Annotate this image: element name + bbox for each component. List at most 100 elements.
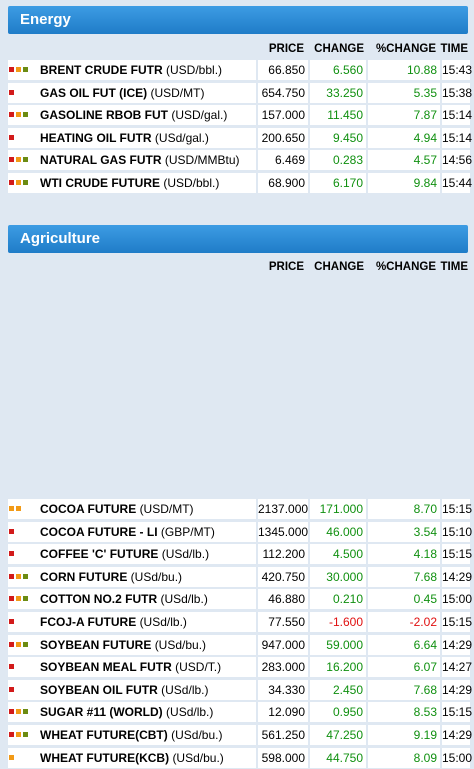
red-square-icon [9,134,14,140]
pct-change-cell: 7.68 [368,566,440,587]
commodity-name-cell: COTTON NO.2 FUTR (USd/lb.) [8,589,256,610]
table-row[interactable]: COCOA FUTURE - LI (GBP/MT) 1345.000 46.000… [8,521,472,544]
pct-change-cell: 9.84 [368,172,440,193]
red-square-icon [9,179,14,185]
price-cell: 2137.000 [258,499,308,519]
green-square-icon [23,573,28,579]
table-row[interactable]: GAS OIL FUT (ICE) (USD/MT) 654.750 33.250 5… [8,82,472,105]
red-square-icon [9,618,14,624]
commodity-name[interactable]: WHEAT FUTURE(CBT) [40,727,168,742]
table-row[interactable]: WHEAT FUTURE(CBT) (USd/bu.) 561.250 47.250… [8,724,472,747]
green-square-icon [23,641,28,647]
commodity-name[interactable]: COTTON NO.2 FUTR [40,592,158,607]
time-cell: 14:27 [442,657,472,678]
time-cell: 15:00 [442,747,472,768]
orange-square-icon [16,731,21,737]
commodity-name[interactable]: COCOA FUTURE - LI [40,524,158,539]
red-square-icon [9,112,14,118]
commodity-name[interactable]: SOYBEAN FUTURE [40,637,152,652]
pct-change-cell: 3.54 [368,521,440,542]
commodity-unit: (USD/T.) [175,660,222,675]
table-row[interactable]: NATURAL GAS FUTR (USD/MMBtu) 6.469 0.283 4.… [8,149,472,172]
commodity-unit: (USd/lb.) [166,705,214,720]
orange-square-icon [16,506,21,511]
change-column-header: CHANGE [314,261,364,273]
table-row[interactable]: COCOA FUTURE (USD/MT) 2137.000 171.000 8.70… [8,498,472,521]
red-square-icon [9,664,14,670]
table-row[interactable]: CORN FUTURE (USd/bu.) 420.750 30.000 7.68 14… [8,566,472,589]
energy-rows: BRENT CRUDE FUTR (USD/bbl.) 66.850 6.560 10… [8,59,472,195]
commodity-unit: (USd/lb.) [161,682,209,697]
commodity-unit: (USd/gal.) [154,130,209,145]
commodity-unit: (USD/bbl.) [163,175,220,190]
orange-square-icon [16,112,21,118]
change-cell: 2.450 [310,679,366,700]
commodity-name[interactable]: COCOA FUTURE [40,502,137,516]
price-cell: 46.880 [258,589,308,610]
commodity-unit: (USd/bu.) [172,750,224,765]
commodity-name[interactable]: BRENT CRUDE FUTR [40,63,163,77]
red-square-icon [9,528,14,534]
commodity-name[interactable]: SUGAR #11 (WORLD) [40,705,163,720]
red-square-icon [9,686,14,692]
time-column-header: TIME [440,43,468,55]
commodity-name[interactable]: WTI CRUDE FUTURE [40,175,160,190]
table-row[interactable]: COFFEE 'C' FUTURE (USd/lb.) 112.200 4.500 4… [8,543,472,566]
energy-column-headers: PRICE CHANGE %CHANGE TIME [8,41,470,59]
green-square-icon [23,157,28,163]
red-square-icon [9,596,14,602]
price-cell: 200.650 [258,127,308,148]
table-row[interactable]: SOYBEAN OIL FUTR (USd/lb.) 34.330 2.450 7.6… [8,679,472,702]
price-cell: 947.000 [258,634,308,655]
table-row[interactable]: WHEAT FUTURE(KCB) (USd/bu.) 598.000 44.750… [8,747,472,769]
commodity-name[interactable]: WHEAT FUTURE(KCB) [40,750,170,765]
table-row[interactable]: COTTON NO.2 FUTR (USd/lb.) 46.880 0.210 0.4… [8,588,472,611]
red-square-icon [9,89,14,95]
change-column-header: CHANGE [314,43,364,55]
orange-square-icon [16,67,21,72]
table-row[interactable]: FCOJ-A FUTURE (USd/lb.) 77.550 -1.600 -2.02… [8,611,472,634]
commodity-name-cell: HEATING OIL FUTR (USd/gal.) [8,127,256,148]
commodity-name[interactable]: GASOLINE RBOB FUT [40,108,168,123]
commodity-name[interactable]: FCOJ-A FUTURE [40,614,137,629]
agriculture-column-headers: PRICE CHANGE %CHANGE TIME [8,259,470,277]
change-cell: 6.170 [310,172,366,193]
pct-change-cell: 8.09 [368,747,440,768]
change-cell: 44.750 [310,747,366,768]
commodity-name[interactable]: SOYBEAN OIL FUTR [40,682,158,697]
table-row[interactable]: HEATING OIL FUTR (USd/gal.) 200.650 9.450 4… [8,127,472,150]
commodity-name-cell: BRENT CRUDE FUTR (USD/bbl.) [8,60,256,80]
change-cell: 11.450 [310,105,366,126]
change-cell: 46.000 [310,521,366,542]
price-cell: 68.900 [258,172,308,193]
commodity-name-cell: COCOA FUTURE (USD/MT) [8,499,256,519]
table-row[interactable]: GASOLINE RBOB FUT (USD/gal.) 157.000 11.45… [8,104,472,127]
commodity-name[interactable]: SOYBEAN MEAL FUTR [40,660,172,675]
commodity-name-cell: COCOA FUTURE - LI (GBP/MT) [8,521,256,542]
pct-change-cell: -2.02 [368,611,440,632]
table-row[interactable]: BRENT CRUDE FUTR (USD/bbl.) 66.850 6.560 10… [8,59,472,82]
table-row[interactable]: SOYBEAN MEAL FUTR (USD/T.) 283.000 16.200 6… [8,656,472,679]
table-row[interactable]: WTI CRUDE FUTURE (USD/bbl.) 68.900 6.170 9.… [8,172,472,195]
commodity-name[interactable]: HEATING OIL FUTR [40,130,152,145]
commodity-name[interactable]: CORN FUTURE [40,569,128,584]
commodity-name[interactable]: COFFEE 'C' FUTURE [40,547,159,562]
commodity-unit: (USD/MMBtu) [164,153,240,168]
change-cell: 4.500 [310,544,366,565]
pct-change-cell: 4.18 [368,544,440,565]
commodity-unit: (USD/MT) [139,502,194,516]
commodity-unit: (USd/lb.) [161,547,210,562]
commodity-name-cell: WTI CRUDE FUTURE (USD/bbl.) [8,172,256,193]
commodity-unit: (USd/lb.) [139,614,187,629]
pct-change-cell: 6.07 [368,657,440,678]
table-row[interactable]: SOYBEAN FUTURE (USd/bu.) 947.000 59.000 6.6… [8,634,472,657]
commodity-name[interactable]: GAS OIL FUT (ICE) [40,85,148,100]
price-cell: 283.000 [258,657,308,678]
time-cell: 15:15 [442,544,472,565]
pct-change-cell: 0.45 [368,589,440,610]
commodity-name[interactable]: NATURAL GAS FUTR [40,153,162,168]
table-row[interactable]: SUGAR #11 (WORLD) (USd/lb.) 12.090 0.950 8.… [8,701,472,724]
time-cell: 14:56 [442,150,472,171]
price-column-header: PRICE [268,43,304,55]
commodity-unit: (USd/bu.) [171,727,223,742]
